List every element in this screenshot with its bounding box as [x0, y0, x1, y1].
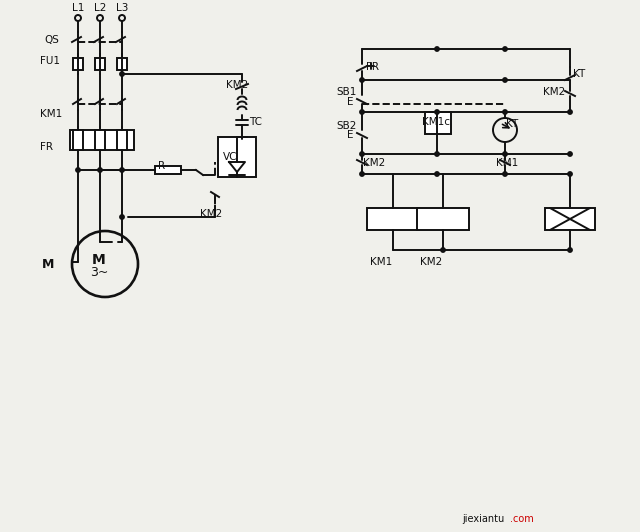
Text: KM2: KM2 — [200, 209, 222, 219]
Text: KM1: KM1 — [40, 109, 62, 119]
Text: KT: KT — [506, 119, 518, 129]
Circle shape — [435, 47, 439, 51]
Text: FU1: FU1 — [40, 56, 60, 66]
Text: KM1: KM1 — [370, 257, 392, 267]
Bar — [117, 130, 127, 150]
Bar — [425, 112, 451, 134]
Circle shape — [76, 168, 80, 172]
Text: .com: .com — [510, 514, 534, 524]
Text: TC: TC — [249, 117, 262, 127]
Circle shape — [568, 110, 572, 114]
Text: KM1: KM1 — [496, 158, 518, 168]
Bar — [73, 130, 83, 150]
Text: SB2: SB2 — [336, 121, 356, 131]
Circle shape — [503, 110, 507, 114]
Text: E: E — [347, 97, 353, 107]
Text: R: R — [158, 161, 165, 171]
Bar — [73, 58, 83, 70]
Text: L1: L1 — [72, 3, 84, 13]
Circle shape — [568, 152, 572, 156]
Text: KM2: KM2 — [420, 257, 442, 267]
Bar — [95, 130, 105, 150]
Circle shape — [98, 168, 102, 172]
Text: M: M — [42, 257, 54, 270]
Text: E: E — [347, 130, 353, 140]
Text: FR: FR — [366, 62, 379, 72]
Text: FR: FR — [40, 142, 53, 152]
Circle shape — [441, 248, 445, 252]
Bar — [95, 58, 105, 70]
Circle shape — [360, 172, 364, 176]
Text: L3: L3 — [116, 3, 128, 13]
Bar — [117, 58, 127, 70]
Text: KM2: KM2 — [226, 80, 248, 90]
Circle shape — [503, 172, 507, 176]
Circle shape — [120, 72, 124, 76]
Circle shape — [568, 172, 572, 176]
Bar — [545, 208, 595, 230]
Circle shape — [435, 172, 439, 176]
Text: QS: QS — [44, 35, 59, 45]
Text: KM2: KM2 — [543, 87, 565, 97]
Bar — [367, 208, 419, 230]
Text: KM2: KM2 — [363, 158, 385, 168]
Text: KM1c: KM1c — [422, 117, 450, 127]
Circle shape — [120, 215, 124, 219]
Bar — [155, 166, 181, 174]
Circle shape — [503, 47, 507, 51]
Text: VC: VC — [223, 152, 237, 162]
Circle shape — [435, 152, 439, 156]
Bar — [218, 137, 256, 177]
Circle shape — [503, 152, 507, 156]
Circle shape — [435, 110, 439, 114]
Bar — [417, 208, 469, 230]
Text: KT: KT — [573, 69, 585, 79]
Text: L2: L2 — [94, 3, 106, 13]
Text: jiexiantu: jiexiantu — [462, 514, 504, 524]
Circle shape — [503, 78, 507, 82]
Bar — [70, 130, 134, 150]
Text: SB1: SB1 — [336, 87, 356, 97]
Circle shape — [120, 168, 124, 172]
Circle shape — [360, 78, 364, 82]
Circle shape — [360, 110, 364, 114]
Circle shape — [360, 152, 364, 156]
Circle shape — [568, 248, 572, 252]
Text: 3~: 3~ — [90, 265, 108, 278]
Text: M: M — [92, 253, 106, 267]
